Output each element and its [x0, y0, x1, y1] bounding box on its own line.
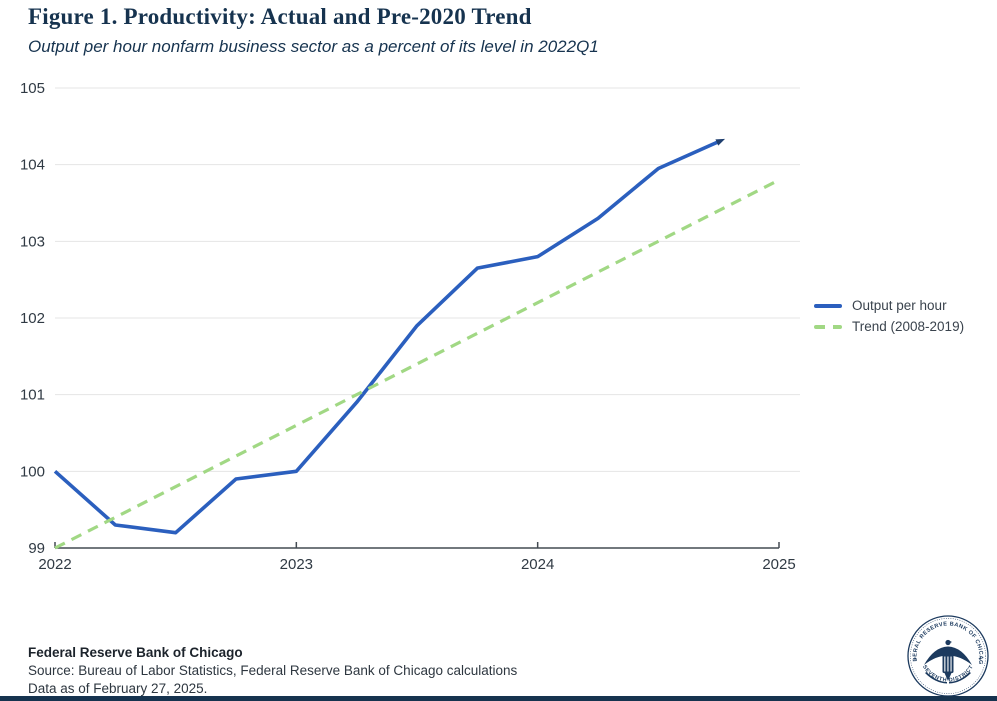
- y-tick-label: 105: [20, 80, 45, 97]
- y-tick-label: 100: [20, 463, 45, 480]
- chicago-fed-seal: FEDERAL RESERVE BANK OF CHICAGO SEVENTH …: [905, 613, 989, 697]
- y-tick-label: 102: [20, 310, 45, 327]
- footer-source: Source: Bureau of Labor Statistics, Fede…: [28, 663, 518, 678]
- legend-item-output-per-hour: Output per hour: [814, 295, 964, 316]
- footer-organization: Federal Reserve Bank of Chicago: [28, 645, 243, 660]
- figure-footer: Federal Reserve Bank of Chicago Source: …: [28, 644, 517, 698]
- x-tick-label: 2024: [521, 556, 554, 573]
- figure-title: Figure 1. Productivity: Actual and Pre-2…: [28, 4, 532, 29]
- trend-line: [54, 178, 780, 550]
- seal-left-star-icon: ★: [913, 656, 918, 661]
- chart-legend: Output per hour Trend (2008-2019): [814, 295, 964, 337]
- seal-right-star-icon: ★: [978, 656, 983, 661]
- seal-eagle-icon: [924, 639, 972, 684]
- x-tick-label: 2022: [38, 556, 71, 573]
- y-tick-label: 103: [20, 233, 45, 250]
- legend-label-trend: Trend (2008-2019): [852, 319, 965, 334]
- output-line-swatch: [814, 303, 842, 308]
- bottom-accent-bar: [0, 696, 997, 701]
- seal-beaded-ring: [910, 618, 986, 694]
- y-tick-label: 101: [20, 387, 45, 404]
- footer-data-as-of: Data as of February 27, 2025.: [28, 681, 208, 696]
- x-tick-label: 2023: [280, 556, 313, 573]
- y-tick-label: 104: [20, 157, 45, 174]
- x-tick-label: 2025: [762, 556, 795, 573]
- trend-line-swatch: [814, 324, 842, 329]
- figure-subtitle: Output per hour nonfarm business sector …: [28, 37, 599, 56]
- output-per-hour-line: [53, 140, 720, 535]
- legend-label-output-per-hour: Output per hour: [852, 298, 947, 313]
- legend-item-trend: Trend (2008-2019): [814, 316, 964, 337]
- y-tick-label: 99: [28, 540, 45, 557]
- output-line-arrow-tip: [715, 138, 726, 146]
